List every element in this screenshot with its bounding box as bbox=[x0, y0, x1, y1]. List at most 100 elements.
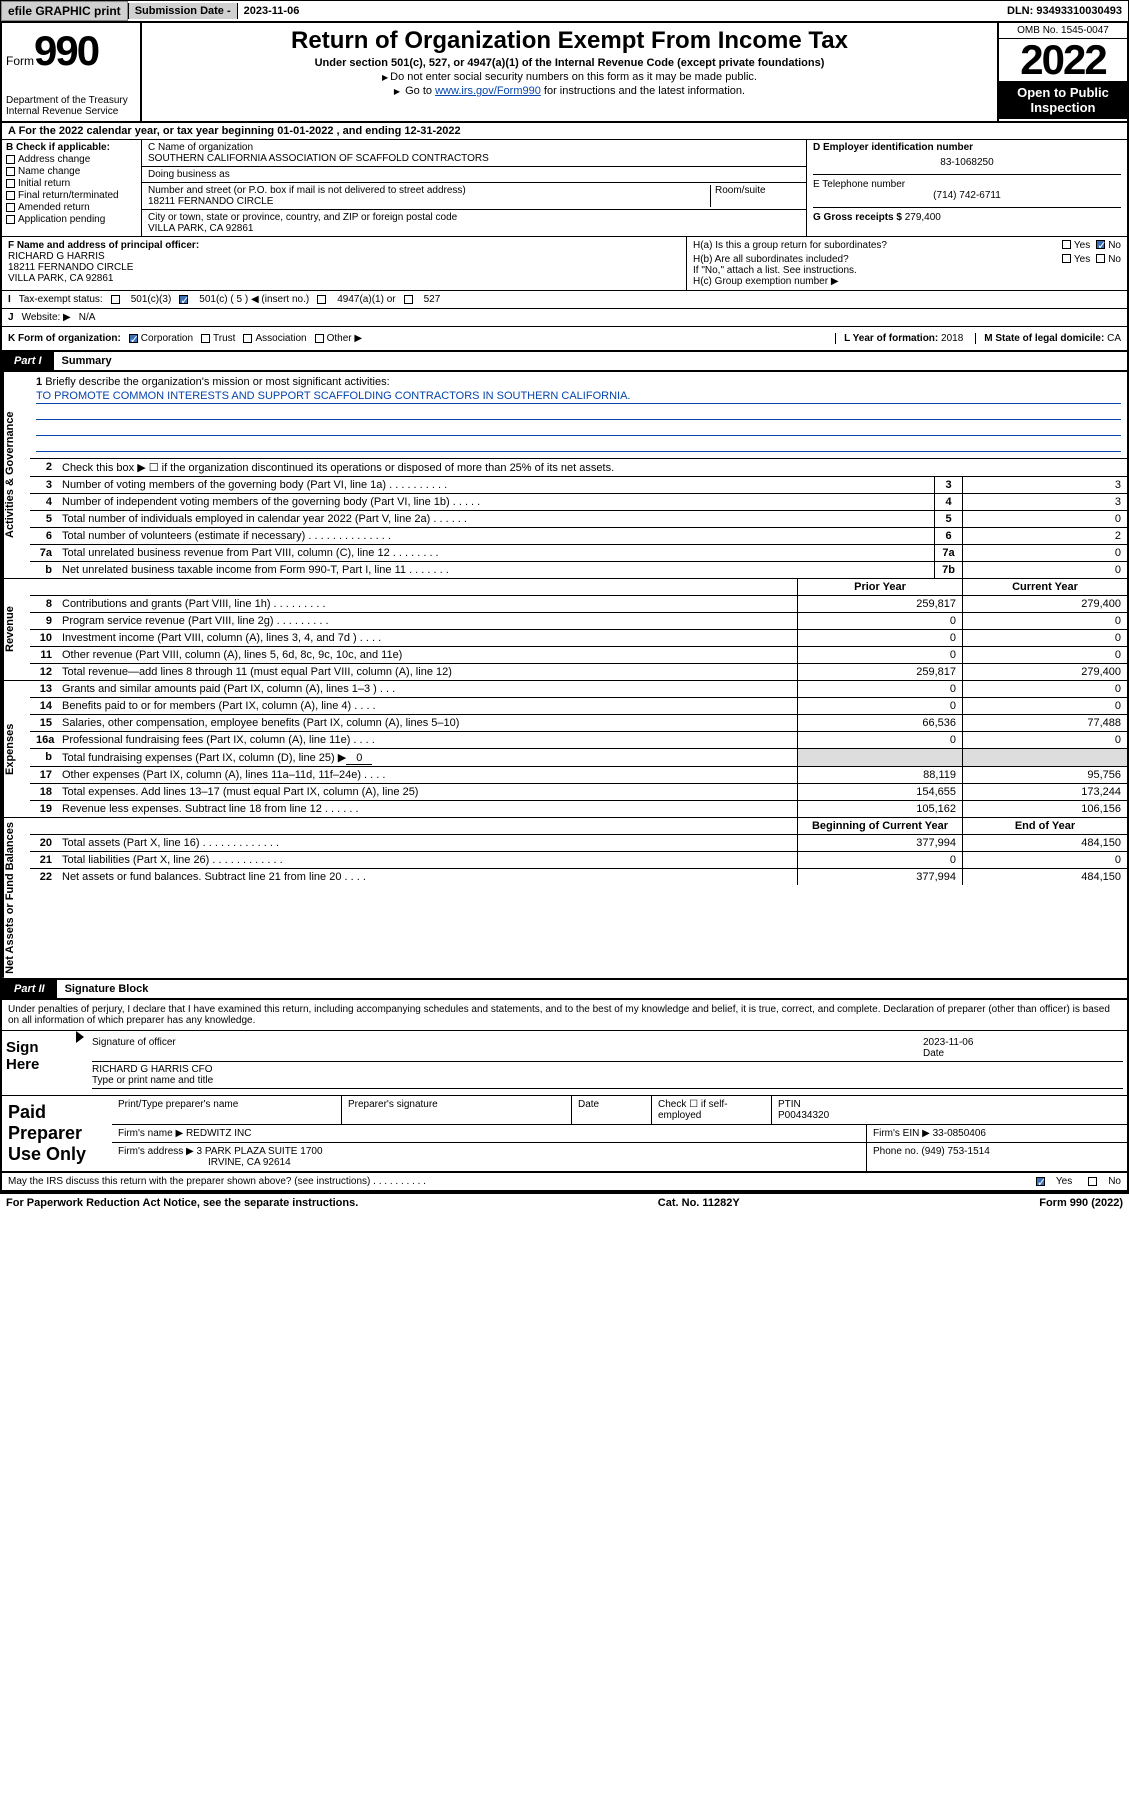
address: 18211 FERNANDO CIRCLE bbox=[148, 196, 710, 207]
line3-val: 3 bbox=[962, 477, 1127, 493]
phone: (714) 742-6711 bbox=[813, 190, 1121, 201]
form-number: 990 bbox=[34, 27, 98, 74]
line15: Salaries, other compensation, employee b… bbox=[58, 715, 797, 731]
ein: 83-1068250 bbox=[813, 157, 1121, 168]
city-state-zip: VILLA PARK, CA 92861 bbox=[148, 223, 800, 234]
ha-label: H(a) Is this a group return for subordin… bbox=[693, 240, 1062, 251]
ein-label: D Employer identification number bbox=[813, 142, 1121, 153]
activities-governance: Activities & Governance 1 Briefly descri… bbox=[0, 372, 1129, 579]
chk-trust[interactable] bbox=[201, 334, 210, 343]
line21: Total liabilities (Part X, line 26) . . … bbox=[58, 852, 797, 868]
signature-intro: Under penalties of perjury, I declare th… bbox=[0, 1000, 1129, 1031]
chk-address-change[interactable]: Address change bbox=[6, 154, 137, 165]
address-label: Number and street (or P.O. box if mail i… bbox=[148, 185, 710, 196]
chk-amended-return[interactable]: Amended return bbox=[6, 202, 137, 213]
sign-here-label: Sign Here bbox=[2, 1031, 72, 1095]
chk-527[interactable] bbox=[404, 295, 413, 304]
city-label: City or town, state or province, country… bbox=[148, 212, 800, 223]
line8: Contributions and grants (Part VIII, lin… bbox=[58, 596, 797, 612]
firm-address: 3 PARK PLAZA SUITE 1700 bbox=[197, 1146, 323, 1157]
chk-501c3[interactable] bbox=[111, 295, 120, 304]
ha-yes[interactable] bbox=[1062, 240, 1071, 249]
form-header: Form990 Department of the Treasury Inter… bbox=[0, 22, 1129, 123]
hb-note: If "No," attach a list. See instructions… bbox=[693, 265, 1121, 276]
line9: Program service revenue (Part VIII, line… bbox=[58, 613, 797, 629]
sign-here-block: Sign Here Signature of officer 2023-11-0… bbox=[0, 1031, 1129, 1096]
firm-city: IRVINE, CA 92614 bbox=[208, 1157, 291, 1168]
line5-val: 0 bbox=[962, 511, 1127, 527]
gross-receipts: 279,400 bbox=[905, 212, 941, 223]
subtitle-2: Do not enter social security numbers on … bbox=[150, 71, 989, 83]
row-a-tax-year: A For the 2022 calendar year, or tax yea… bbox=[0, 123, 1129, 140]
hb-no[interactable] bbox=[1096, 254, 1105, 263]
chk-initial-return[interactable]: Initial return bbox=[6, 178, 137, 189]
discuss-yes[interactable] bbox=[1036, 1177, 1045, 1186]
chk-corporation[interactable] bbox=[129, 334, 138, 343]
officer-group-block: F Name and address of principal officer:… bbox=[0, 237, 1129, 291]
line4: Number of independent voting members of … bbox=[58, 494, 934, 510]
year-formation: 2018 bbox=[941, 333, 963, 344]
form-title: Return of Organization Exempt From Incom… bbox=[150, 27, 989, 55]
discuss-no[interactable] bbox=[1088, 1177, 1097, 1186]
officer-addr: 18211 FERNANDO CIRCLE bbox=[8, 262, 680, 273]
chk-4947[interactable] bbox=[317, 295, 326, 304]
row-i-tax-status: I Tax-exempt status: 501(c)(3) 501(c) ( … bbox=[0, 291, 1129, 309]
chk-name-change[interactable]: Name change bbox=[6, 166, 137, 177]
irs-label: Internal Revenue Service bbox=[6, 106, 136, 117]
vtab-activities: Activities & Governance bbox=[2, 372, 30, 578]
officer-printed-name: RICHARD G HARRIS CFO bbox=[92, 1064, 213, 1075]
firm-ein: 33-0850406 bbox=[933, 1128, 986, 1139]
line7a-val: 0 bbox=[962, 545, 1127, 561]
chk-final-return[interactable]: Final return/terminated bbox=[6, 190, 137, 201]
submission-date-label: Submission Date - bbox=[128, 3, 238, 19]
tax-year: 2022 bbox=[999, 39, 1127, 81]
line4-val: 3 bbox=[962, 494, 1127, 510]
footer-left: For Paperwork Reduction Act Notice, see … bbox=[6, 1197, 358, 1209]
dba-label: Doing business as bbox=[142, 167, 806, 183]
firm-phone: (949) 753-1514 bbox=[921, 1146, 989, 1157]
submission-date: 2023-11-06 bbox=[238, 3, 306, 19]
vtab-revenue: Revenue bbox=[2, 579, 30, 680]
chk-application-pending[interactable]: Application pending bbox=[6, 214, 137, 225]
line3: Number of voting members of the governin… bbox=[58, 477, 934, 493]
prep-name-hdr: Print/Type preparer's name bbox=[112, 1096, 342, 1124]
line20: Total assets (Part X, line 16) . . . . .… bbox=[58, 835, 797, 851]
chk-association[interactable] bbox=[243, 334, 252, 343]
prep-selfemp[interactable]: Check ☐ if self-employed bbox=[652, 1096, 772, 1124]
irs-link[interactable]: www.irs.gov/Form990 bbox=[435, 85, 541, 97]
line10: Investment income (Part VIII, column (A)… bbox=[58, 630, 797, 646]
col-current: Current Year bbox=[962, 579, 1127, 595]
footer-formref: Form 990 (2022) bbox=[1039, 1197, 1123, 1209]
prep-sig-hdr: Preparer's signature bbox=[342, 1096, 572, 1124]
line16a: Professional fundraising fees (Part IX, … bbox=[58, 732, 797, 748]
line17: Other expenses (Part IX, column (A), lin… bbox=[58, 767, 797, 783]
box-b-header: B Check if applicable: bbox=[6, 142, 137, 153]
officer-name: RICHARD G HARRIS bbox=[8, 251, 680, 262]
line16b: Total fundraising expenses (Part IX, col… bbox=[58, 749, 797, 766]
chk-other[interactable] bbox=[315, 334, 324, 343]
revenue-section: Revenue Prior YearCurrent Year 8Contribu… bbox=[0, 579, 1129, 681]
hb-yes[interactable] bbox=[1062, 254, 1071, 263]
topbar: efile GRAPHIC print Submission Date - 20… bbox=[0, 0, 1129, 22]
dln: DLN: 93493310030493 bbox=[1001, 3, 1128, 19]
row-k-org-form: K Form of organization: Corporation Trus… bbox=[0, 327, 1129, 352]
dept-treasury: Department of the Treasury bbox=[6, 95, 136, 106]
form-word: Form bbox=[6, 54, 34, 68]
org-name: SOUTHERN CALIFORNIA ASSOCIATION OF SCAFF… bbox=[148, 153, 800, 164]
chk-501c[interactable] bbox=[179, 295, 188, 304]
mission-text: TO PROMOTE COMMON INTERESTS AND SUPPORT … bbox=[36, 390, 1121, 404]
firm-name: REDWITZ INC bbox=[186, 1128, 252, 1139]
hb-label: H(b) Are all subordinates included? bbox=[693, 254, 1062, 265]
efile-print-button[interactable]: efile GRAPHIC print bbox=[1, 1, 128, 21]
line7b: Net unrelated business taxable income fr… bbox=[58, 562, 934, 578]
col-end: End of Year bbox=[962, 818, 1127, 834]
website-value: N/A bbox=[79, 312, 96, 323]
sig-date: 2023-11-06 bbox=[923, 1037, 973, 1048]
line6-val: 2 bbox=[962, 528, 1127, 544]
line18: Total expenses. Add lines 13–17 (must eq… bbox=[58, 784, 797, 800]
col-prior: Prior Year bbox=[797, 579, 962, 595]
line11: Other revenue (Part VIII, column (A), li… bbox=[58, 647, 797, 663]
prep-date-hdr: Date bbox=[572, 1096, 652, 1124]
mission-label: Briefly describe the organization's miss… bbox=[45, 376, 389, 388]
ha-no[interactable] bbox=[1096, 240, 1105, 249]
